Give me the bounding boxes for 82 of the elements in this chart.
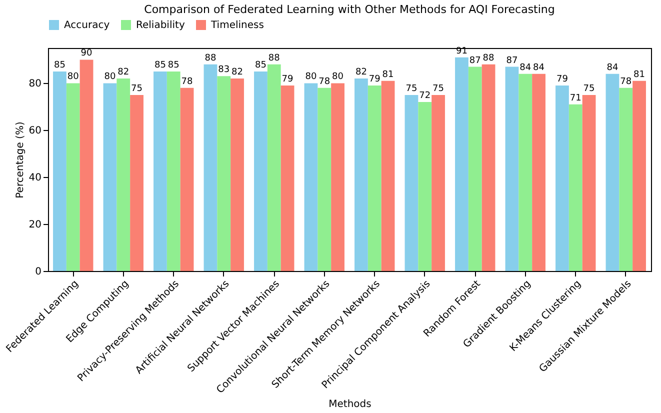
- data-label: 79: [282, 74, 294, 85]
- data-label: 81: [382, 70, 394, 80]
- bar: [606, 74, 620, 271]
- data-label: 80: [104, 72, 116, 82]
- data-label: 72: [419, 90, 431, 101]
- data-label: 78: [318, 76, 330, 87]
- bar: [331, 83, 344, 271]
- bar: [318, 88, 332, 271]
- bar: [619, 88, 633, 271]
- bar: [267, 64, 281, 271]
- bar: [116, 78, 130, 271]
- chart-title: Comparison of Federated Learning with Other Methods for AQI Forecasting: [144, 3, 555, 16]
- bar: [254, 71, 268, 271]
- bar: [154, 71, 167, 271]
- legend-label: Accuracy: [64, 20, 110, 31]
- data-label: 79: [556, 74, 568, 85]
- y-tick-label: 60: [28, 126, 42, 137]
- x-axis-title: Methods: [328, 399, 372, 410]
- data-label: 80: [67, 72, 80, 82]
- data-label: 88: [204, 53, 216, 64]
- bar: [582, 94, 596, 271]
- y-axis-title: Percentage (%): [14, 122, 26, 198]
- bar: [568, 104, 582, 271]
- bar: [468, 66, 482, 271]
- bar: [66, 83, 80, 271]
- data-label: 83: [218, 65, 230, 76]
- data-label: 88: [268, 53, 280, 64]
- bar: [556, 86, 569, 271]
- data-label: 80: [305, 72, 317, 82]
- bar: [103, 83, 117, 271]
- bar: [368, 86, 382, 271]
- data-label: 81: [634, 70, 645, 80]
- y-tick-label: 0: [35, 266, 42, 278]
- data-label: 85: [154, 60, 166, 70]
- bar: [304, 83, 318, 271]
- bar: [230, 78, 244, 271]
- bar: [632, 80, 646, 271]
- data-label: 84: [520, 62, 532, 73]
- bar: [80, 60, 94, 271]
- bar: [53, 71, 66, 271]
- bar: [404, 94, 418, 271]
- data-label: 87: [506, 56, 518, 66]
- bar: [418, 102, 432, 271]
- data-label: 87: [469, 56, 481, 66]
- bar: [381, 80, 395, 271]
- data-label: 75: [131, 84, 142, 94]
- bar: [455, 57, 468, 271]
- data-label: 85: [168, 60, 180, 70]
- data-label: 75: [583, 84, 595, 94]
- bar: [354, 78, 368, 271]
- data-label: 84: [606, 62, 618, 73]
- data-label: 75: [406, 84, 418, 94]
- bar: [217, 76, 231, 271]
- data-label: 82: [118, 68, 130, 78]
- data-label: 88: [482, 53, 495, 64]
- data-label: 71: [570, 93, 582, 104]
- bar: [505, 66, 519, 271]
- bar: [532, 74, 546, 271]
- data-label: 90: [80, 48, 93, 59]
- bar: [166, 71, 180, 271]
- legend-label: Timeliness: [210, 20, 264, 31]
- bar: [482, 64, 496, 271]
- bar: [204, 64, 218, 271]
- data-label: 85: [54, 60, 66, 70]
- data-label: 84: [533, 62, 545, 73]
- data-label: 75: [432, 84, 444, 94]
- y-tick-label: 80: [28, 78, 42, 90]
- bar: [130, 94, 144, 271]
- data-label: 82: [356, 68, 367, 78]
- data-label: 78: [181, 76, 194, 87]
- data-label: 85: [255, 60, 266, 70]
- bar: [432, 94, 445, 271]
- data-label: 80: [332, 72, 344, 82]
- y-tick-label: 20: [28, 220, 42, 231]
- data-label: 82: [232, 68, 243, 78]
- y-tick-label: 40: [28, 172, 42, 184]
- bar: [180, 88, 194, 271]
- legend-label: Reliability: [136, 20, 185, 31]
- bar: [280, 86, 294, 271]
- data-label: 78: [620, 76, 632, 87]
- bar: [518, 74, 532, 271]
- data-label: 79: [368, 74, 381, 85]
